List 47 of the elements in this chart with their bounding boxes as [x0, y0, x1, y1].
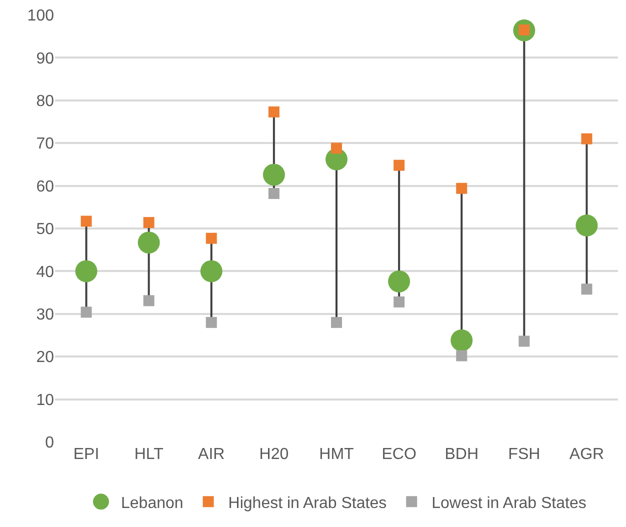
- point: [206, 316, 217, 328]
- x-tick-label: EPI: [73, 446, 100, 463]
- x-tick-label: HMT: [319, 446, 354, 463]
- point: [331, 142, 342, 154]
- point: [394, 296, 405, 308]
- point: [456, 350, 468, 362]
- point: [450, 329, 473, 352]
- x-tick-label: AIR: [198, 446, 225, 463]
- point: [143, 217, 154, 228]
- point: [581, 133, 592, 144]
- y-tick-label: 10: [36, 392, 54, 409]
- point: [143, 295, 154, 306]
- legend-label: Highest in Arab States: [228, 494, 387, 512]
- y-tick-label: 0: [45, 434, 54, 452]
- y-tick-label: 40: [36, 264, 54, 281]
- x-tick-label: BDH: [444, 446, 478, 463]
- point: [138, 232, 160, 254]
- point: [268, 188, 280, 199]
- y-tick-label: 80: [36, 93, 54, 110]
- point: [331, 316, 342, 328]
- point: [456, 182, 468, 194]
- point: [75, 260, 98, 282]
- point: [80, 216, 92, 227]
- x-tick-label: AGR: [569, 446, 604, 463]
- y-tick-label: 50: [36, 221, 54, 238]
- point: [268, 106, 280, 118]
- point: [200, 260, 222, 282]
- point: [388, 270, 410, 292]
- point: [518, 336, 530, 347]
- point: [262, 164, 285, 186]
- y-tick-label: 70: [36, 136, 54, 153]
- y-tick-label: 20: [36, 349, 54, 366]
- point: [80, 306, 92, 318]
- point: [576, 214, 598, 236]
- x-tick-label: ECO: [382, 446, 416, 463]
- y-tick-label: 60: [36, 178, 54, 196]
- legend-label: Lebanon: [121, 494, 184, 512]
- point: [581, 284, 592, 295]
- x-tick-label: FSH: [508, 446, 540, 463]
- y-tick-label: 90: [36, 50, 54, 68]
- x-tick-label: HLT: [134, 446, 164, 463]
- legend-label: Lowest in Arab States: [432, 494, 586, 512]
- point: [394, 160, 405, 171]
- y-tick-label: 30: [36, 306, 54, 324]
- x-tick-label: H20: [259, 446, 289, 463]
- point: [206, 232, 217, 244]
- y-tick-label: 100: [27, 8, 54, 25]
